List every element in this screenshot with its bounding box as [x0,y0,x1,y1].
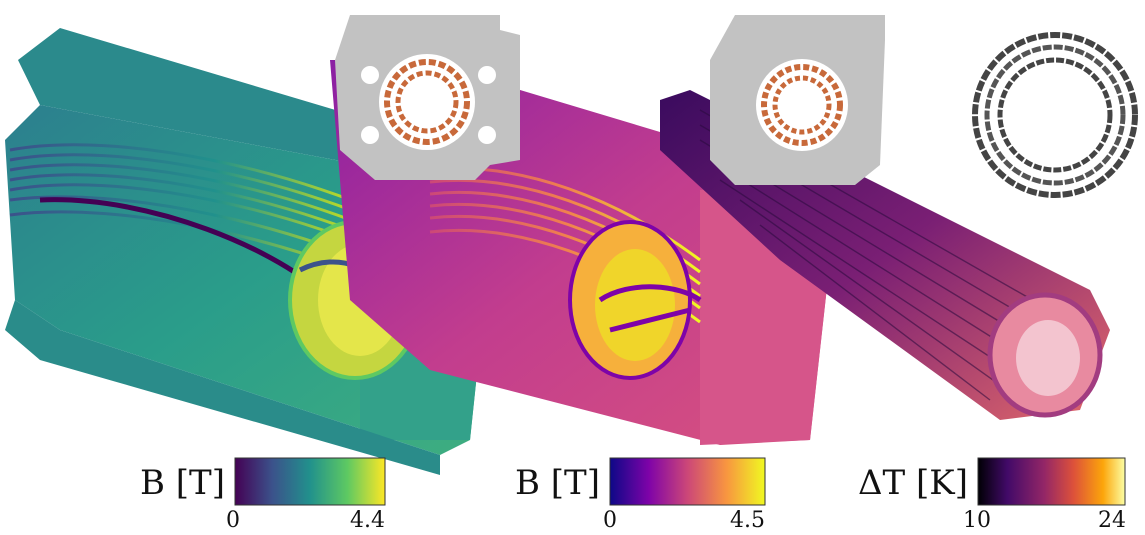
colorbar-max-plasma: 4.5 [730,508,765,533]
bore-inner [595,249,675,361]
colorbar-min-inferno: 10 [963,508,991,533]
inset-coil-outer [384,59,470,145]
inset-hole [478,126,496,144]
colorbar-label-inferno: ΔT [K] [858,463,968,503]
colorbar-label-viridis: B [T] [140,463,225,503]
colorbar-inferno [977,457,1126,506]
inset-hole [478,66,496,84]
inset-hole [361,66,379,84]
inset-coil-outer [761,64,843,146]
inset-layer-mid [984,44,1126,186]
inset-layer-outer [972,32,1138,198]
colorbar-viridis [234,457,386,506]
colorbar-min-viridis: 0 [226,508,240,533]
colorbar-min-plasma: 0 [603,508,617,533]
coil-lead [609,307,691,333]
coil-end-inner [1016,320,1080,396]
yoke-bottom-plate [5,300,440,475]
inset-aperture [785,88,819,122]
colorbar-label-plasma: B [T] [515,463,600,503]
coil-end-turn [598,284,702,303]
colorbar-plasma [609,457,766,506]
cross-section-inset-1 [335,15,520,180]
inset-layer-inner [997,57,1113,173]
inset-coil-inner [395,70,459,134]
colorbar-max-inferno: 24 [1098,508,1126,533]
inset-aperture [409,84,445,120]
cross-section-inset-3 [972,32,1138,198]
cross-section-inset-2 [710,15,885,185]
colorbar-max-viridis: 4.4 [350,508,385,533]
inset-hole [361,126,379,144]
inset-coil-inner [772,75,832,135]
